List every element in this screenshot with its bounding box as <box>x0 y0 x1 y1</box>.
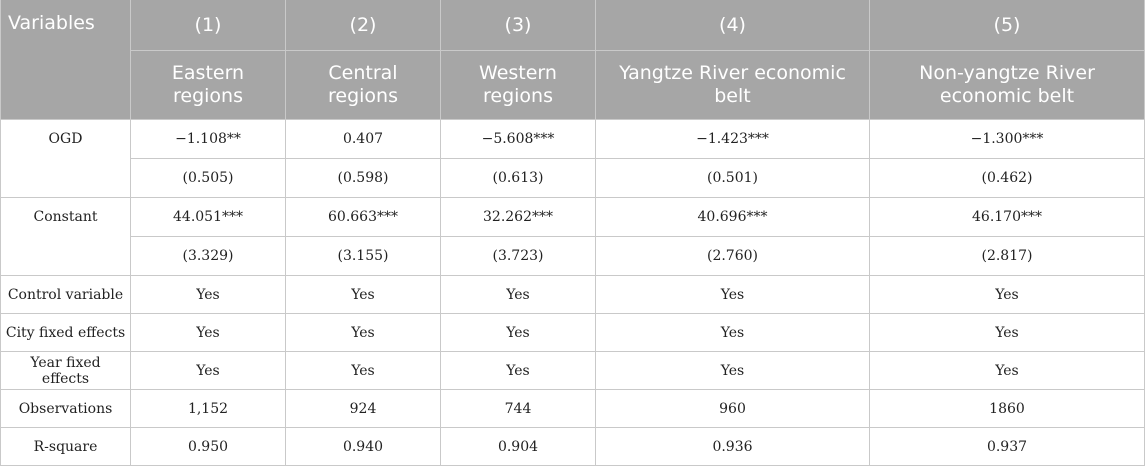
table-cell: Yes <box>130 313 286 352</box>
table-cell: −1.423*** <box>595 119 870 159</box>
table-cell: 60.663*** <box>285 197 441 237</box>
table-cell: Yes <box>440 313 596 352</box>
col-name-4: Yangtze River economic belt <box>595 50 870 120</box>
table-cell: −1.300*** <box>869 119 1145 159</box>
table-cell: 0.407 <box>285 119 441 159</box>
table-cell: 924 <box>285 389 441 428</box>
col-number-4: (4) <box>595 0 870 51</box>
table-row-city-fe: City fixed effects Yes Yes Yes Yes Yes <box>0 313 1145 352</box>
table-cell: 1860 <box>869 389 1145 428</box>
table-cell: Yes <box>285 275 441 314</box>
col-name-3: Western regions <box>440 50 596 120</box>
table-row-constant-se: (3.329) (3.155) (3.723) (2.760) (2.817) <box>1 236 1145 276</box>
table-row-constant-coef: Constant 44.051*** 60.663*** 32.262*** 4… <box>0 197 1145 276</box>
table-cell: Yes <box>869 351 1145 390</box>
table-cell: 46.170*** <box>869 197 1145 237</box>
table-cell: Yes <box>440 275 596 314</box>
table-cell: 40.696*** <box>595 197 870 237</box>
table-cell: 1,152 <box>130 389 286 428</box>
table-cell: 0.904 <box>440 427 596 466</box>
header-row-names: Eastern regions Central regions Western … <box>1 50 1145 120</box>
col-number-2: (2) <box>285 0 441 51</box>
table-cell: 0.950 <box>130 427 286 466</box>
table-cell: 960 <box>595 389 870 428</box>
table-row-year-fe: Year fixed effects Yes Yes Yes Yes Yes <box>0 351 1145 390</box>
row-label-control: Control variable <box>0 275 131 314</box>
variables-header: Variables <box>0 0 131 120</box>
table-cell: −1.108** <box>130 119 286 159</box>
table-cell: (2.817) <box>869 236 1145 276</box>
table-cell: 32.262*** <box>440 197 596 237</box>
table-body: OGD −1.108** 0.407 −5.608*** −1.423*** −… <box>0 119 1145 466</box>
table-cell: (0.501) <box>595 158 870 198</box>
table-cell: (3.329) <box>130 236 286 276</box>
table-cell: (0.613) <box>440 158 596 198</box>
table-cell: Yes <box>285 313 441 352</box>
table-cell: 744 <box>440 389 596 428</box>
table-cell: Yes <box>595 351 870 390</box>
row-label-ogd: OGD <box>0 119 131 198</box>
col-name-5: Non-yangtze River economic belt <box>869 50 1145 120</box>
table-cell: (0.598) <box>285 158 441 198</box>
table-cell: Yes <box>130 275 286 314</box>
col-number-3: (3) <box>440 0 596 51</box>
table-row-ogd-coef: OGD −1.108** 0.407 −5.608*** −1.423*** −… <box>0 119 1145 198</box>
table-cell: Yes <box>285 351 441 390</box>
table-cell: (0.462) <box>869 158 1145 198</box>
table-row-control: Control variable Yes Yes Yes Yes Yes <box>0 275 1145 314</box>
table-cell: (3.723) <box>440 236 596 276</box>
table-cell: −5.608*** <box>440 119 596 159</box>
col-number-5: (5) <box>869 0 1145 51</box>
table-row-ogd-se: (0.505) (0.598) (0.613) (0.501) (0.462) <box>1 158 1145 198</box>
table-cell: 0.940 <box>285 427 441 466</box>
table-row-r-square: R-square 0.950 0.940 0.904 0.936 0.937 <box>0 427 1145 466</box>
row-label-city-fe: City fixed effects <box>0 313 131 352</box>
table-cell: Yes <box>440 351 596 390</box>
table-cell: 0.936 <box>595 427 870 466</box>
row-label-constant: Constant <box>0 197 131 276</box>
table-cell: Yes <box>869 313 1145 352</box>
table-cell: (0.505) <box>130 158 286 198</box>
table-cell: Yes <box>595 275 870 314</box>
header-row-numbers: Variables (1) (2) (3) (4) (5) <box>0 0 1145 120</box>
row-label-r-square: R-square <box>0 427 131 466</box>
table-cell: 0.937 <box>869 427 1145 466</box>
table-cell: Yes <box>869 275 1145 314</box>
row-label-observations: Observations <box>0 389 131 428</box>
col-name-1: Eastern regions <box>130 50 286 120</box>
col-name-2: Central regions <box>285 50 441 120</box>
table-row-observations: Observations 1,152 924 744 960 1860 <box>0 389 1145 428</box>
table-cell: 44.051*** <box>130 197 286 237</box>
table-cell: Yes <box>130 351 286 390</box>
table-cell: (2.760) <box>595 236 870 276</box>
table-cell: (3.155) <box>285 236 441 276</box>
row-label-year-fe: Year fixed effects <box>0 351 131 390</box>
table-cell: Yes <box>595 313 870 352</box>
table-header: Variables (1) (2) (3) (4) (5) Eastern re… <box>0 0 1145 120</box>
col-number-1: (1) <box>130 0 286 51</box>
